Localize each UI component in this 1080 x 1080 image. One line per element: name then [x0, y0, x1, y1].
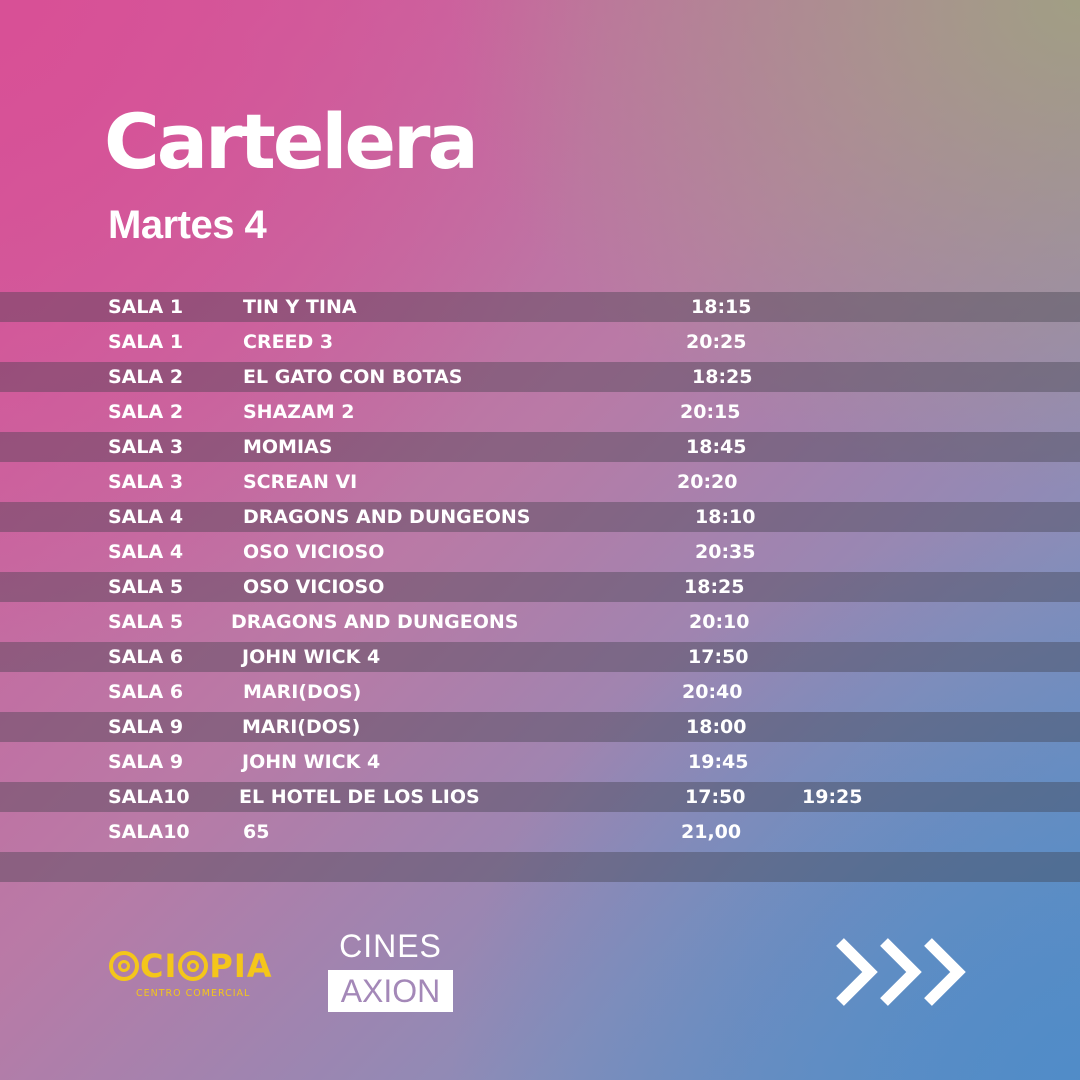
axion-label: AXION [328, 970, 453, 1012]
movie-title: MOMIAS [243, 435, 333, 458]
sala-label: SALA 9 [108, 715, 184, 738]
triple-chevron-right-icon[interactable] [836, 936, 976, 1008]
schedule-row: SALA10 EL HOTEL DE LOS LIOS 17:50 19:25 [0, 781, 1080, 812]
ociopia-letters-i: I [164, 947, 178, 985]
ociopia-letters-c: C [140, 947, 165, 985]
showtime: 20:20 [677, 470, 738, 493]
schedule-row: SALA 4 DRAGONS AND DUNGEONS 18:10 [0, 501, 1080, 532]
sala-label: SALA 5 [108, 610, 184, 633]
schedule-row: SALA 9 JOHN WICK 4 19:45 [0, 744, 1080, 779]
showtime: 18:00 [686, 715, 747, 738]
movie-title: DRAGONS AND DUNGEONS [243, 505, 531, 528]
showtime: 17:50 [685, 785, 746, 808]
schedule-row: SALA 1 CREED 3 20:25 [0, 324, 1080, 359]
showtime: 18:10 [695, 505, 756, 528]
showtime: 17:50 [688, 645, 749, 668]
ociopia-wordmark: C I PIA [108, 950, 273, 982]
movie-title: JOHN WICK 4 [242, 750, 381, 773]
empty-row [0, 851, 1080, 882]
schedule-row: SALA10 65 21,00 [0, 814, 1080, 849]
schedule-row: SALA 1 TIN Y TINA 18:15 [0, 291, 1080, 322]
ociopia-logo: C I PIA CENTRO COMERCIAL [108, 950, 273, 999]
movie-title: MARI(DOS) [243, 680, 362, 703]
movie-title: EL HOTEL DE LOS LIOS [239, 785, 480, 808]
showtime: 18:15 [691, 295, 752, 318]
schedule-row: SALA 2 SHAZAM 2 20:15 [0, 394, 1080, 429]
schedule-row: SALA 5 OSO VICIOSO 18:25 [0, 571, 1080, 602]
showtime: 20:40 [682, 680, 743, 703]
movie-title: OSO VICIOSO [243, 575, 385, 598]
showtime: 18:45 [686, 435, 747, 458]
movie-title: 65 [243, 820, 270, 843]
showtime: 18:25 [684, 575, 745, 598]
schedule-row: SALA 6 MARI(DOS) 20:40 [0, 674, 1080, 709]
ociopia-ring-icon [178, 951, 209, 981]
showtime: 20:10 [689, 610, 750, 633]
cines-axion-logo: CINES AXION [328, 930, 453, 1012]
ociopia-letters-pia: PIA [209, 947, 273, 985]
sala-label: SALA 5 [108, 575, 184, 598]
cines-label: CINES [339, 928, 442, 964]
movie-title: CREED 3 [243, 330, 334, 353]
movie-title: SHAZAM 2 [243, 400, 355, 423]
showtime: 18:25 [692, 365, 753, 388]
showtime: 21,00 [681, 820, 742, 843]
schedule-row: SALA 2 EL GATO CON BOTAS 18:25 [0, 361, 1080, 392]
movie-title: JOHN WICK 4 [242, 645, 381, 668]
sala-label: SALA 2 [108, 400, 184, 423]
movie-title: OSO VICIOSO [243, 540, 385, 563]
sala-label: SALA 9 [108, 750, 184, 773]
sala-label: SALA 2 [108, 365, 184, 388]
sala-label: SALA 6 [108, 645, 184, 668]
sala-label: SALA10 [108, 820, 190, 843]
sala-label: SALA10 [108, 785, 190, 808]
showtime: 19:45 [688, 750, 749, 773]
sala-label: SALA 4 [108, 540, 184, 563]
page-subtitle-date: Martes 4 [108, 203, 267, 247]
ociopia-subtitle: CENTRO COMERCIAL [136, 988, 251, 999]
showtime: 20:25 [686, 330, 747, 353]
sala-label: SALA 1 [108, 330, 184, 353]
showtime-second: 19:25 [802, 785, 863, 808]
movie-title: DRAGONS AND DUNGEONS [231, 610, 519, 633]
movie-title: TIN Y TINA [243, 295, 357, 318]
schedule-row: SALA 4 OSO VICIOSO 20:35 [0, 534, 1080, 569]
sala-label: SALA 4 [108, 505, 184, 528]
schedule-row: SALA 9 MARI(DOS) 18:00 [0, 711, 1080, 742]
schedule-table: SALA 1 TIN Y TINA 18:15 SALA 1 CREED 3 20:25 S… [0, 289, 1080, 882]
sala-label: SALA 3 [108, 470, 184, 493]
ociopia-ring-icon [109, 951, 139, 981]
page-title: Cartelera [104, 97, 479, 186]
schedule-row: SALA 3 SCREAN VI 20:20 [0, 464, 1080, 499]
movie-title: SCREAN VI [243, 470, 358, 493]
schedule-row: SALA 3 MOMIAS 18:45 [0, 431, 1080, 462]
showtime: 20:35 [695, 540, 756, 563]
showtime: 20:15 [680, 400, 741, 423]
movie-title: EL GATO CON BOTAS [243, 365, 463, 388]
movie-title: MARI(DOS) [242, 715, 361, 738]
schedule-row: SALA 5 DRAGONS AND DUNGEONS 20:10 [0, 604, 1080, 639]
sala-label: SALA 6 [108, 680, 184, 703]
schedule-row: SALA 6 JOHN WICK 4 17:50 [0, 641, 1080, 672]
sala-label: SALA 1 [108, 295, 184, 318]
sala-label: SALA 3 [108, 435, 184, 458]
